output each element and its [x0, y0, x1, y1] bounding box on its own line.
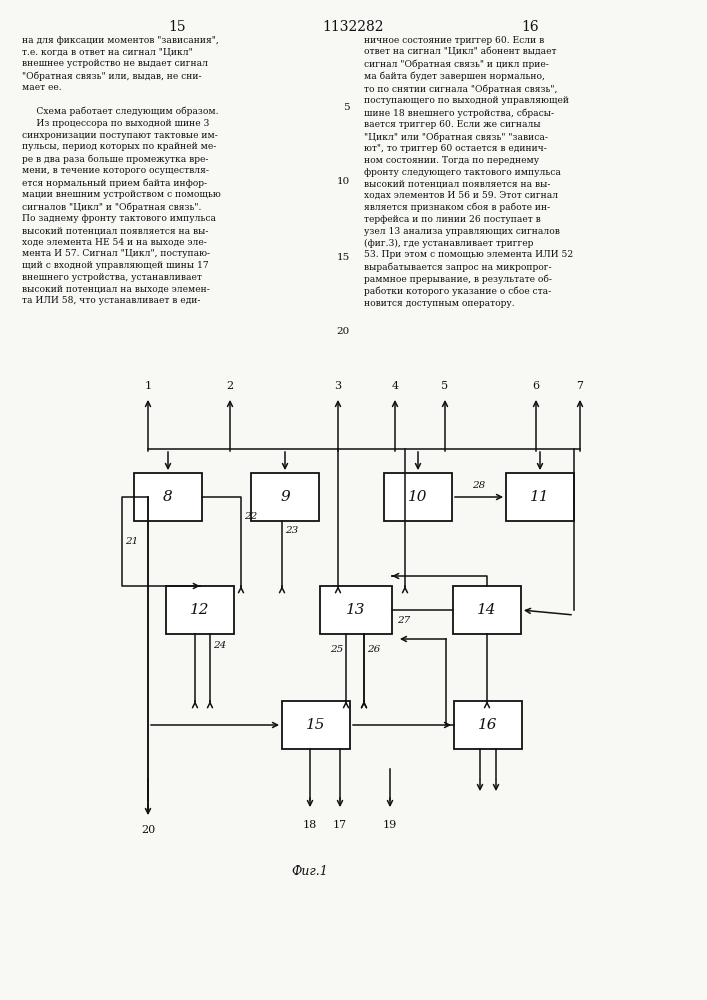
- Bar: [453, 586, 521, 634]
- Bar: [134, 473, 202, 521]
- Text: 6: 6: [532, 381, 539, 391]
- Text: 5: 5: [344, 104, 350, 112]
- Text: 17: 17: [333, 820, 347, 830]
- Text: 14: 14: [477, 603, 497, 617]
- Text: 19: 19: [383, 820, 397, 830]
- Text: 24: 24: [213, 642, 226, 650]
- Text: 18: 18: [303, 820, 317, 830]
- Text: 1132282: 1132282: [322, 20, 384, 34]
- Bar: [384, 473, 452, 521]
- Text: 3: 3: [334, 381, 341, 391]
- Text: 15: 15: [337, 252, 350, 261]
- Bar: [282, 701, 350, 749]
- Text: 9: 9: [280, 490, 290, 504]
- Bar: [251, 473, 319, 521]
- Text: 1: 1: [144, 381, 151, 391]
- Text: 20: 20: [141, 825, 155, 835]
- Text: 27: 27: [397, 616, 410, 625]
- Text: 11: 11: [530, 490, 550, 504]
- Text: 13: 13: [346, 603, 366, 617]
- Bar: [166, 586, 234, 634]
- Text: 16: 16: [521, 20, 539, 34]
- Text: 16: 16: [478, 718, 498, 732]
- Text: 20: 20: [337, 328, 350, 336]
- Text: 26: 26: [367, 645, 380, 654]
- Text: 25: 25: [329, 645, 343, 654]
- Text: на для фиксации моментов "зависания",
т.е. когда в ответ на сигнал "Цикл"
внешне: на для фиксации моментов "зависания", т.…: [22, 36, 221, 305]
- Text: 5: 5: [441, 381, 448, 391]
- Bar: [454, 701, 522, 749]
- Text: 4: 4: [392, 381, 399, 391]
- Text: ничное состояние триггер 60. Если в
ответ на сигнал "Цикл" абонент выдает
сигнал: ничное состояние триггер 60. Если в отве…: [364, 36, 573, 308]
- Bar: [506, 473, 574, 521]
- Text: 8: 8: [163, 490, 173, 504]
- Text: 15: 15: [168, 20, 186, 34]
- Text: 28: 28: [472, 481, 486, 490]
- Text: 7: 7: [576, 381, 583, 391]
- Text: Фиг.1: Фиг.1: [291, 865, 328, 878]
- Text: 2: 2: [226, 381, 233, 391]
- Text: 22: 22: [244, 512, 257, 521]
- Text: 10: 10: [408, 490, 428, 504]
- Text: 10: 10: [337, 178, 350, 186]
- Bar: [320, 586, 392, 634]
- Text: 15: 15: [306, 718, 326, 732]
- Text: 12: 12: [190, 603, 210, 617]
- Text: 21: 21: [125, 537, 139, 546]
- Text: 23: 23: [285, 526, 298, 535]
